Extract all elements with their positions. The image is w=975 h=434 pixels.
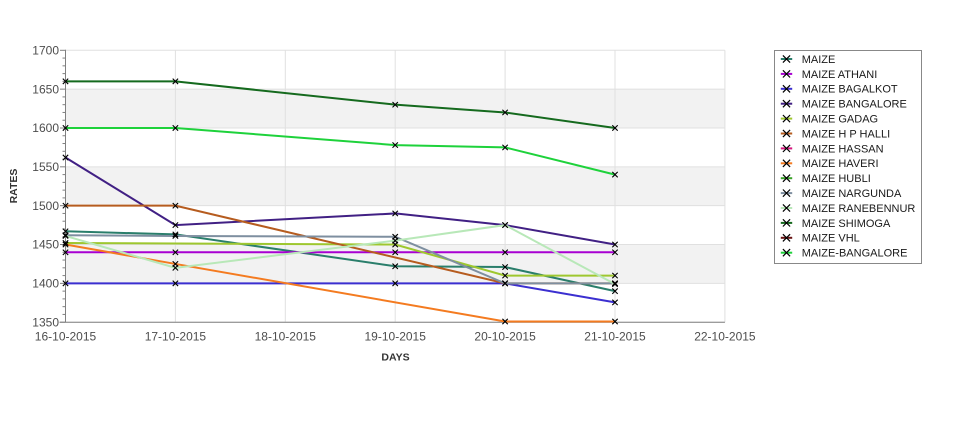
svg-text:16-10-2015: 16-10-2015 <box>35 330 97 344</box>
svg-text:MAIZE HAVERI: MAIZE HAVERI <box>802 158 879 170</box>
svg-text:1600: 1600 <box>32 121 59 135</box>
svg-text:18-10-2015: 18-10-2015 <box>255 330 317 344</box>
svg-text:MAIZE BANGALORE: MAIZE BANGALORE <box>802 99 907 111</box>
svg-text:MAIZE NARGUNDA: MAIZE NARGUNDA <box>802 188 902 200</box>
svg-text:22-10-2015: 22-10-2015 <box>694 330 756 344</box>
svg-text:1450: 1450 <box>32 238 59 252</box>
svg-text:1650: 1650 <box>32 82 59 96</box>
svg-text:MAIZE-BANGALORE: MAIZE-BANGALORE <box>802 248 908 260</box>
svg-text:MAIZE SHIMOGA: MAIZE SHIMOGA <box>802 218 891 230</box>
svg-text:MAIZE ATHANI: MAIZE ATHANI <box>802 69 878 81</box>
svg-text:20-10-2015: 20-10-2015 <box>474 330 536 344</box>
svg-text:DAYS: DAYS <box>381 352 409 364</box>
svg-text:1350: 1350 <box>32 315 59 329</box>
svg-text:1400: 1400 <box>32 277 59 291</box>
svg-text:MAIZE BAGALKOT: MAIZE BAGALKOT <box>802 84 898 96</box>
svg-text:1500: 1500 <box>32 199 59 213</box>
svg-text:MAIZE VHL: MAIZE VHL <box>802 233 860 245</box>
svg-text:1700: 1700 <box>32 44 59 58</box>
svg-text:17-10-2015: 17-10-2015 <box>145 330 207 344</box>
svg-text:1550: 1550 <box>32 160 59 174</box>
svg-text:MAIZE H P HALLI: MAIZE H P HALLI <box>802 128 890 140</box>
svg-text:19-10-2015: 19-10-2015 <box>365 330 427 344</box>
svg-text:MAIZE: MAIZE <box>802 54 836 66</box>
svg-text:21-10-2015: 21-10-2015 <box>584 330 646 344</box>
svg-text:MAIZE RANEBENNUR: MAIZE RANEBENNUR <box>802 203 916 215</box>
svg-text:MAIZE HASSAN: MAIZE HASSAN <box>802 143 884 155</box>
svg-text:MAIZE GADAG: MAIZE GADAG <box>802 114 878 126</box>
svg-text:MAIZE HUBLI: MAIZE HUBLI <box>802 173 871 185</box>
svg-text:RATES: RATES <box>8 169 20 204</box>
